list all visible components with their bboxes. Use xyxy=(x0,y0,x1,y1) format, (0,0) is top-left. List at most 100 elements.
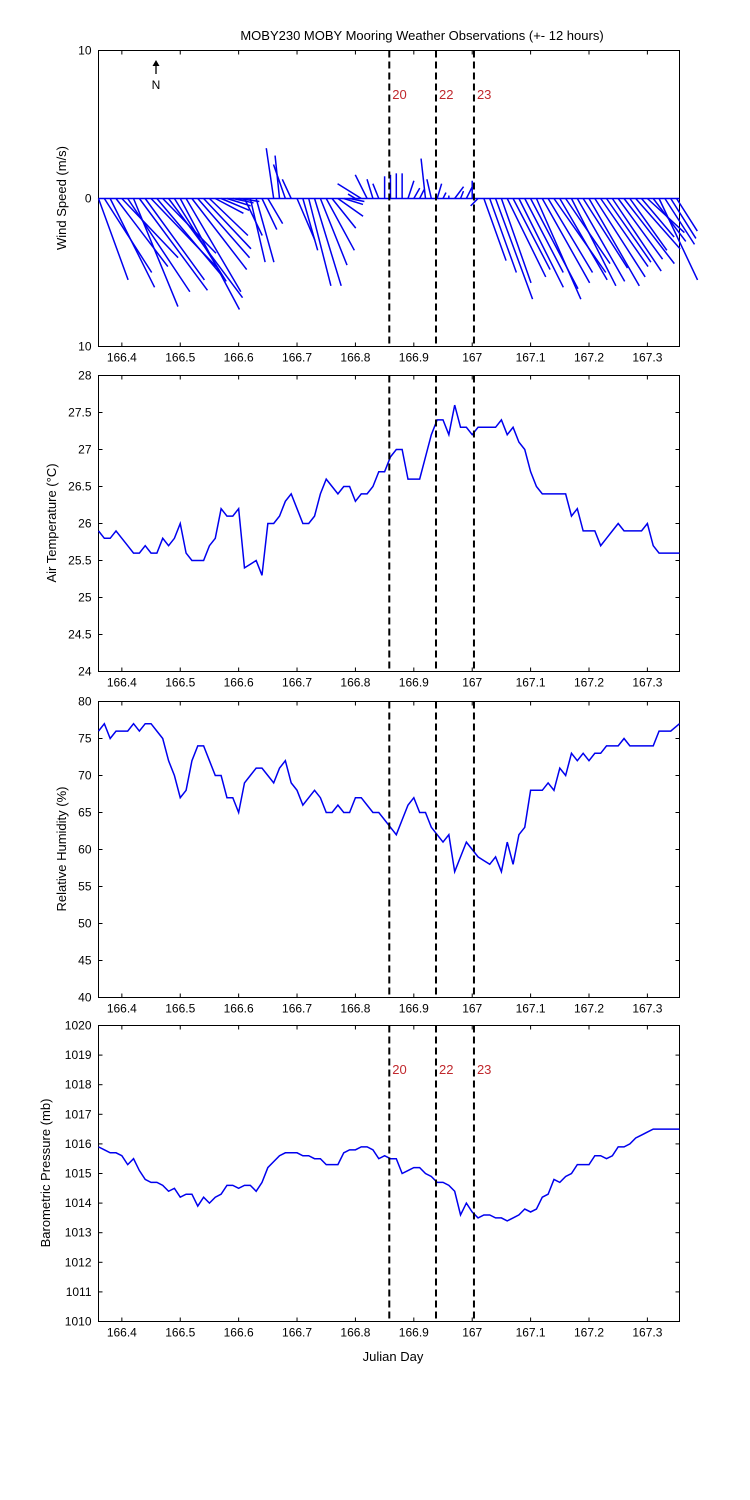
y-tick-label: 0 xyxy=(85,192,92,206)
x-tick-label: 167.2 xyxy=(574,1326,604,1340)
wind-vector xyxy=(97,198,129,281)
x-tick-label: 166.4 xyxy=(107,1326,137,1340)
air-temperature-ticks: 166.4 166.5 166.6 166.7 166.8 166.9 167 167.1 16… xyxy=(68,369,680,690)
y-tick-label: 24 xyxy=(78,665,92,679)
y-tick-label: 1011 xyxy=(66,1285,92,1299)
wind-vector xyxy=(343,197,364,206)
wind-vector xyxy=(570,198,617,287)
y-tick-label: 1015 xyxy=(65,1167,92,1181)
y-tick-label: 1013 xyxy=(65,1226,92,1240)
air-temperature-line xyxy=(97,404,680,576)
wind-vector xyxy=(296,198,316,241)
wind-vector xyxy=(265,148,275,199)
barometric-pressure-ticks: 166.4 166.5 166.6 166.7 166.8 166.9 167 167.1 16… xyxy=(65,1019,680,1340)
x-tick-label: 166.8 xyxy=(340,1326,370,1340)
y-tick-label: 1016 xyxy=(65,1137,92,1151)
xaxis-label: Julian Day xyxy=(363,1349,424,1364)
y-tick-label: 1012 xyxy=(65,1255,92,1269)
y-tick-label: 25.5 xyxy=(68,554,92,568)
wind-vector xyxy=(518,198,564,288)
wind-vector xyxy=(347,193,356,200)
wind-vector xyxy=(500,198,532,284)
y-tick-label: 10 xyxy=(78,44,92,58)
wind-vector xyxy=(214,197,244,214)
y-tick-label: 1017 xyxy=(65,1107,92,1121)
x-tick-label: 166.7 xyxy=(282,1326,312,1340)
wind-vector xyxy=(331,198,357,229)
x-tick-label: 167 xyxy=(462,351,482,365)
y-tick-label: 1010 xyxy=(65,1315,92,1329)
y-tick-label: 40 xyxy=(78,991,92,1005)
y-tick-label: 60 xyxy=(78,843,92,857)
x-tick-label: 167.2 xyxy=(574,351,604,365)
x-tick-label: 167.2 xyxy=(574,676,604,690)
y-tick-label: 27.5 xyxy=(68,406,92,420)
x-tick-label: 166.7 xyxy=(282,676,312,690)
wind-vector xyxy=(302,198,319,251)
wind-vector xyxy=(267,198,284,225)
wind-vector xyxy=(372,183,380,199)
wind-speed-ylabel: Wind Speed (m/s) xyxy=(54,146,69,250)
wind-vector xyxy=(191,198,248,270)
wind-vector xyxy=(144,198,206,281)
wind-vector xyxy=(261,198,278,230)
wind-vector xyxy=(272,164,287,199)
wind-vector xyxy=(307,198,332,287)
wind-vector xyxy=(138,198,209,291)
y-tick-label: 55 xyxy=(78,880,92,894)
x-tick-label: 167.1 xyxy=(516,351,546,365)
barometric-pressure-panel: Barometric Pressure (mb) 166.4 166.5 166.6… xyxy=(38,1019,680,1364)
north-label: N xyxy=(152,78,161,92)
wind-vector xyxy=(617,198,664,260)
wind-vector xyxy=(249,198,266,263)
y-tick-label: 1020 xyxy=(65,1019,92,1033)
wind-vector xyxy=(559,198,608,281)
x-tick-label: 166.4 xyxy=(107,351,137,365)
wind-vector xyxy=(494,198,534,300)
wind-vector xyxy=(640,198,675,238)
wind-vector xyxy=(281,178,292,199)
y-tick-label: 24.5 xyxy=(68,628,92,642)
event-label: 22 xyxy=(439,1062,453,1077)
wind-vector xyxy=(354,174,368,199)
wind-vector xyxy=(635,198,681,250)
wind-vector xyxy=(232,197,254,204)
wind-vector xyxy=(413,187,421,199)
wind-vector xyxy=(132,198,179,307)
wind-vector xyxy=(197,198,251,259)
wind-vector xyxy=(255,198,275,263)
wind-vector xyxy=(185,198,242,293)
event-labels: 20 22 23 20 22 23 xyxy=(392,87,491,1077)
event-label: 20 xyxy=(392,87,406,102)
wind-vector xyxy=(600,198,649,268)
x-tick-label: 167.3 xyxy=(632,1002,662,1016)
y-tick-label: 1019 xyxy=(65,1048,92,1062)
wind-vector xyxy=(109,198,156,288)
wind-vector xyxy=(623,198,675,265)
wind-vector xyxy=(442,192,447,199)
wind-vector xyxy=(675,198,698,232)
x-tick-label: 166.9 xyxy=(399,676,429,690)
y-tick-label: 70 xyxy=(78,769,92,783)
y-tick-label: 27 xyxy=(78,443,92,457)
wind-vector xyxy=(426,179,433,199)
wind-vector xyxy=(238,197,260,203)
x-tick-label: 166.4 xyxy=(107,676,137,690)
air-temperature-panel: Air Temperature (°C) 166.4 166.5 166.6 166.… xyxy=(44,369,680,690)
barometric-pressure-ylabel: Barometric Pressure (mb) xyxy=(38,1099,53,1248)
y-tick-label: 28 xyxy=(78,369,92,383)
x-tick-label: 167.3 xyxy=(632,1326,662,1340)
wind-vector xyxy=(203,197,252,250)
wind-vector xyxy=(629,198,668,251)
wind-vector xyxy=(611,198,662,272)
y-tick-label: 45 xyxy=(78,954,92,968)
y-tick-label: 26 xyxy=(78,517,92,531)
wind-vector xyxy=(313,198,342,287)
x-tick-label: 166.9 xyxy=(399,351,429,365)
relative-humidity-panel: Relative Humidity (%) 166.4 166.5 166.6 166… xyxy=(54,695,680,1016)
y-tick-label: 80 xyxy=(78,695,92,709)
y-tick-label: 26.5 xyxy=(68,480,92,494)
wind-vector xyxy=(588,198,640,287)
y-tick-label: 65 xyxy=(78,806,92,820)
